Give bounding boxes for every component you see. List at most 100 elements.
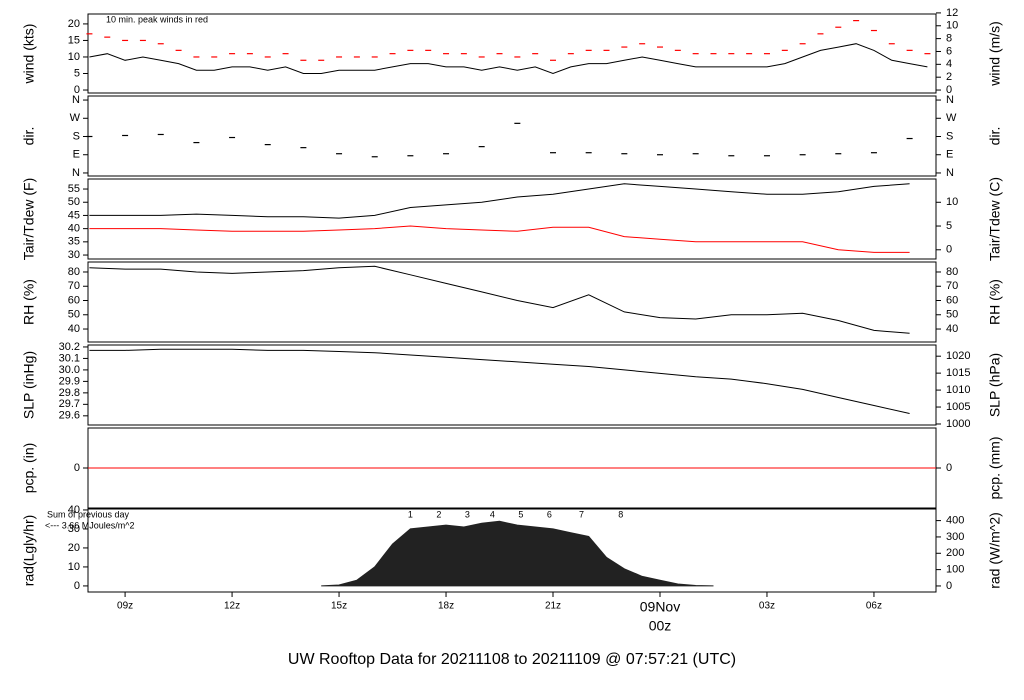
y-tick-label: S [73, 130, 80, 142]
y-tick-label: N [72, 94, 80, 106]
y2-tick-label: 60 [946, 294, 958, 306]
x-tick-label: 03z [759, 601, 775, 612]
y-tick-label: 30.1 [59, 352, 80, 364]
y2-axis-label: SLP (hPa) [987, 353, 1003, 417]
data-line [89, 265, 910, 334]
hour-mark: 6 [547, 509, 552, 519]
y2-tick-label: 5 [946, 220, 952, 232]
y2-tick-label: 200 [946, 547, 964, 559]
hour-mark: 7 [579, 509, 584, 519]
y-tick-label: 35 [68, 236, 80, 248]
y2-tick-label: 0 [946, 84, 952, 96]
data-line [89, 43, 928, 75]
y-tick-label: 30 [68, 523, 80, 535]
y-tick-label: 40 [68, 223, 80, 235]
data-line [89, 348, 910, 414]
y2-tick-label: 2 [946, 71, 952, 83]
y-tick-label: W [70, 112, 81, 124]
x-tick-label: 21z [545, 601, 561, 612]
y-tick-label: 20 [68, 542, 80, 554]
x-tick-label: 00z [649, 618, 672, 634]
y2-tick-label: 300 [946, 531, 964, 543]
y2-tick-label: S [946, 130, 953, 142]
y2-tick-label: 6 [946, 45, 952, 57]
x-tick-label: 12z [224, 601, 240, 612]
y2-tick-label: 50 [946, 309, 958, 321]
y-tick-label: 20 [68, 18, 80, 30]
y-tick-label: 10 [68, 561, 80, 573]
y2-tick-label: N [946, 167, 954, 179]
y-tick-label: 29.6 [59, 410, 80, 422]
y2-axis-label: dir. [987, 127, 1003, 146]
hour-mark: 8 [618, 509, 623, 519]
y2-tick-label: 80 [946, 266, 958, 278]
y2-axis-label: rad (W/m^2) [987, 512, 1003, 589]
y2-tick-label: 4 [946, 58, 952, 70]
y2-tick-label: 0 [946, 244, 952, 256]
y-tick-label: 50 [68, 309, 80, 321]
y2-tick-label: N [946, 94, 954, 106]
y2-tick-label: 1000 [946, 418, 970, 430]
y2-tick-label: 10 [946, 20, 958, 32]
y-tick-label: 40 [68, 504, 80, 516]
y-tick-label: 15 [68, 34, 80, 46]
y-axis-label: rad(Lgly/hr) [21, 515, 37, 587]
y2-tick-label: 1020 [946, 350, 970, 362]
y-tick-label: 0 [74, 580, 80, 592]
hour-mark: 3 [465, 509, 470, 519]
hour-mark: 5 [518, 509, 523, 519]
y2-tick-label: 0 [946, 580, 952, 592]
y2-tick-label: 400 [946, 515, 964, 527]
y2-tick-label: 70 [946, 280, 958, 292]
footer: UW Rooftop Data for 20211108 to 20211109… [288, 651, 736, 668]
y-tick-label: 0 [74, 84, 80, 96]
y-tick-label: 30 [68, 249, 80, 261]
y-tick-label: 50 [68, 196, 80, 208]
panel-frame [87, 178, 937, 260]
hour-mark: 4 [490, 509, 495, 519]
date-marker: 09Nov [640, 599, 680, 615]
y2-axis-label: RH (%) [987, 279, 1003, 325]
y-axis-label: dir. [21, 127, 37, 146]
annotation: <--- 3.66 MJoules/m^2 [45, 520, 135, 530]
y-axis-label: RH (%) [21, 279, 37, 325]
panel-frame [87, 13, 937, 94]
y2-tick-label: E [946, 149, 953, 161]
y-tick-label: 0 [74, 462, 80, 474]
y-tick-label: 30.0 [59, 364, 80, 376]
panel-frame [87, 344, 937, 426]
hour-mark: 2 [436, 509, 441, 519]
y-axis-label: wind (kts) [21, 24, 37, 85]
y2-tick-label: 1015 [946, 367, 970, 379]
y2-axis-label: wind (m/s) [987, 21, 1003, 87]
x-tick-label: 06z [866, 601, 882, 612]
y2-tick-label: 100 [946, 564, 964, 576]
y-axis-label: Tair/Tdew (F) [21, 178, 37, 260]
y-tick-label: E [73, 149, 80, 161]
y-tick-label: 30.2 [59, 341, 80, 353]
x-tick-label: 09z [117, 601, 133, 612]
y2-axis-label: pcp. (mm) [987, 437, 1003, 500]
y2-tick-label: 1010 [946, 384, 970, 396]
y-axis-label: SLP (inHg) [21, 351, 37, 419]
y-tick-label: 80 [68, 266, 80, 278]
y2-tick-label: 0 [946, 462, 952, 474]
panel-frame [87, 95, 937, 177]
panel-frame [87, 508, 937, 593]
annotation: Sum of previous day [47, 509, 130, 519]
y-tick-label: 55 [68, 183, 80, 195]
y-tick-label: 10 [68, 51, 80, 63]
y2-axis-label: Tair/Tdew (C) [987, 177, 1003, 261]
y-tick-label: N [72, 167, 80, 179]
y-tick-label: 29.8 [59, 387, 80, 399]
data-area [321, 520, 714, 587]
hour-mark: 1 [408, 509, 413, 519]
y-tick-label: 45 [68, 209, 80, 221]
y2-tick-label: 8 [946, 33, 952, 45]
y2-tick-label: 10 [946, 196, 958, 208]
y-tick-label: 40 [68, 323, 80, 335]
y-tick-label: 5 [74, 67, 80, 79]
data-line [89, 225, 910, 253]
y2-tick-label: W [946, 112, 957, 124]
